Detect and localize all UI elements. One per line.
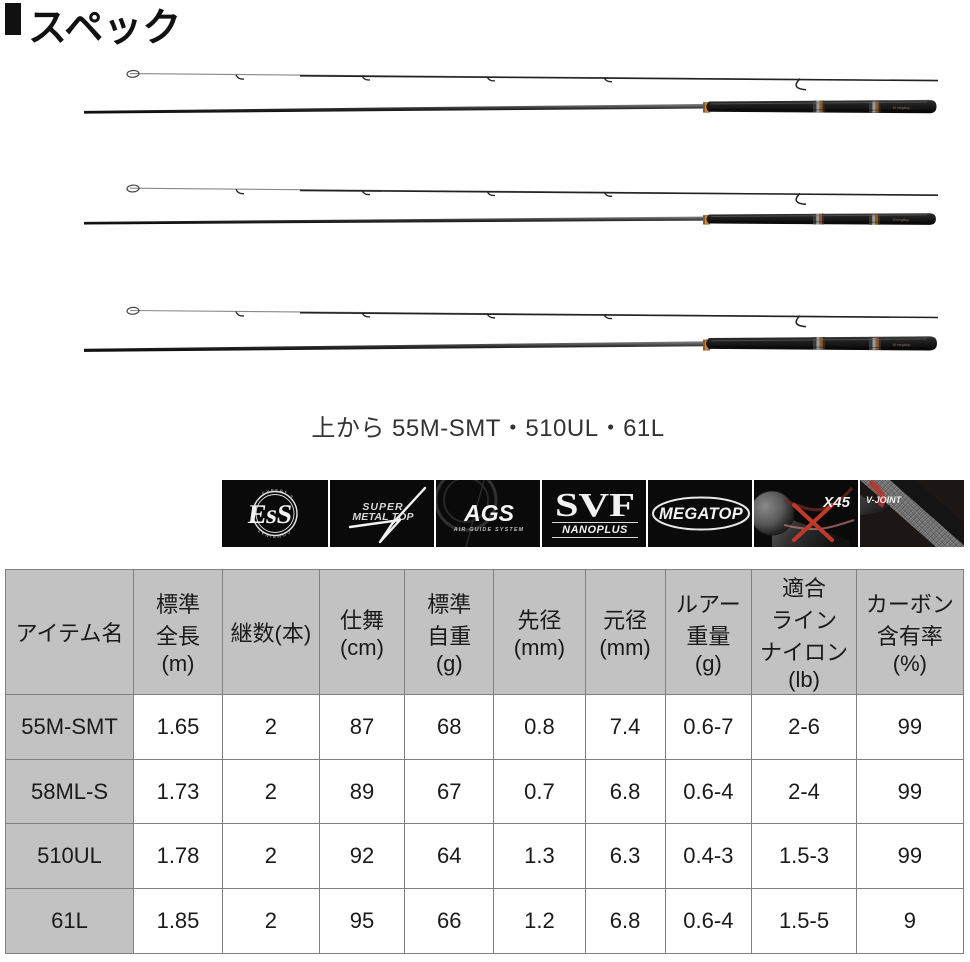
svg-text:M megatop: M megatop: [893, 218, 909, 222]
svg-text:NANOPLUS: NANOPLUS: [562, 524, 628, 536]
svg-text:AGS: AGS: [463, 500, 515, 526]
svg-text:M megatop: M megatop: [893, 106, 910, 110]
svg-text:V-JOINT: V-JOINT: [866, 495, 903, 505]
svg-text:X45: X45: [822, 494, 850, 511]
svg-text:M megatop: M megatop: [893, 343, 911, 347]
svg-text:AIR GUIDE SYSTEM: AIR GUIDE SYSTEM: [453, 527, 525, 533]
svg-text:EsS: EsS: [246, 499, 294, 529]
svg-text:SVF: SVF: [555, 487, 635, 524]
svg-text:MEGATOP: MEGATOP: [659, 505, 744, 523]
svg-text:EXPERT STAGE: EXPERT STAGE: [222, 480, 295, 501]
